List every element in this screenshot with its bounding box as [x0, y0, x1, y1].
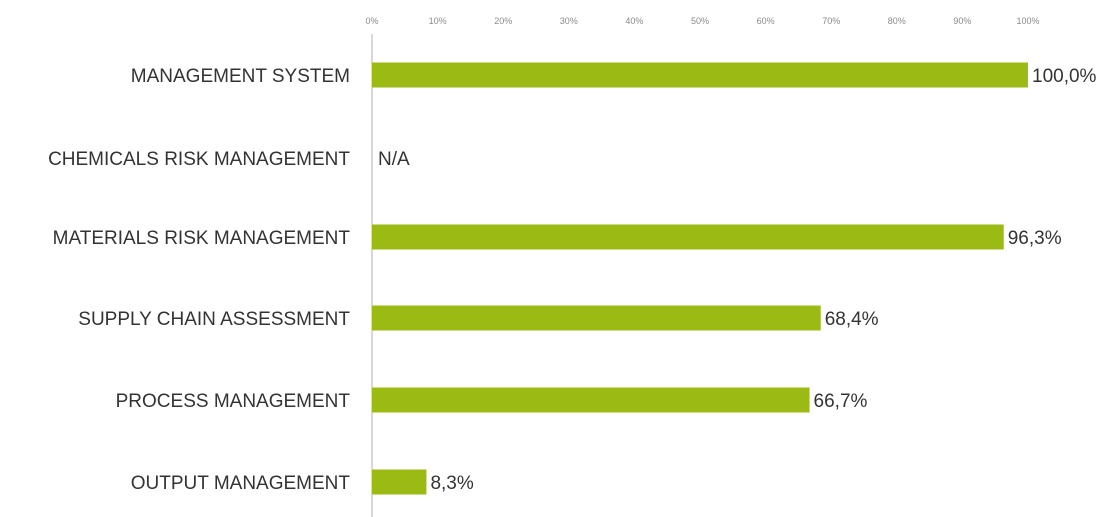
bar	[372, 387, 810, 413]
value-label: N/A	[378, 149, 410, 170]
value-labels: 100,0% N/A 96,3% 68,4% 66,7% 8,3%	[378, 66, 1097, 494]
x-tick-label: 100%	[1016, 16, 1039, 26]
bar	[372, 469, 427, 495]
x-tick-label: 90%	[953, 16, 971, 26]
x-tick-label: 50%	[691, 16, 709, 26]
value-label: 100,0%	[1032, 66, 1097, 87]
bar	[372, 305, 821, 331]
category-label: MATERIALS RISK MANAGEMENT	[53, 228, 351, 249]
x-tick-label: 30%	[560, 16, 578, 26]
x-tick-label: 80%	[888, 16, 906, 26]
category-label: MANAGEMENT SYSTEM	[131, 66, 350, 87]
value-label: 66,7%	[814, 391, 868, 412]
value-label: 8,3%	[430, 473, 473, 494]
x-axis-ticks: 0% 10% 20% 30% 40% 50% 60% 70% 80% 90% 100%	[365, 16, 1039, 26]
category-label: SUPPLY CHAIN ASSESSMENT	[78, 309, 350, 330]
x-tick-label: 20%	[494, 16, 512, 26]
x-tick-label: 10%	[429, 16, 447, 26]
bar	[372, 224, 1004, 250]
x-tick-label: 40%	[625, 16, 643, 26]
bars	[372, 62, 1028, 495]
category-label: OUTPUT MANAGEMENT	[131, 473, 351, 494]
value-label: 68,4%	[825, 309, 879, 330]
bar	[372, 62, 1028, 88]
x-tick-label: 60%	[757, 16, 775, 26]
category-label: PROCESS MANAGEMENT	[116, 391, 351, 412]
value-label: 96,3%	[1008, 228, 1062, 249]
x-tick-label: 0%	[365, 16, 378, 26]
category-labels: MANAGEMENT SYSTEM CHEMICALS RISK MANAGEME…	[48, 66, 350, 494]
x-tick-label: 70%	[822, 16, 840, 26]
category-label: CHEMICALS RISK MANAGEMENT	[48, 149, 350, 170]
